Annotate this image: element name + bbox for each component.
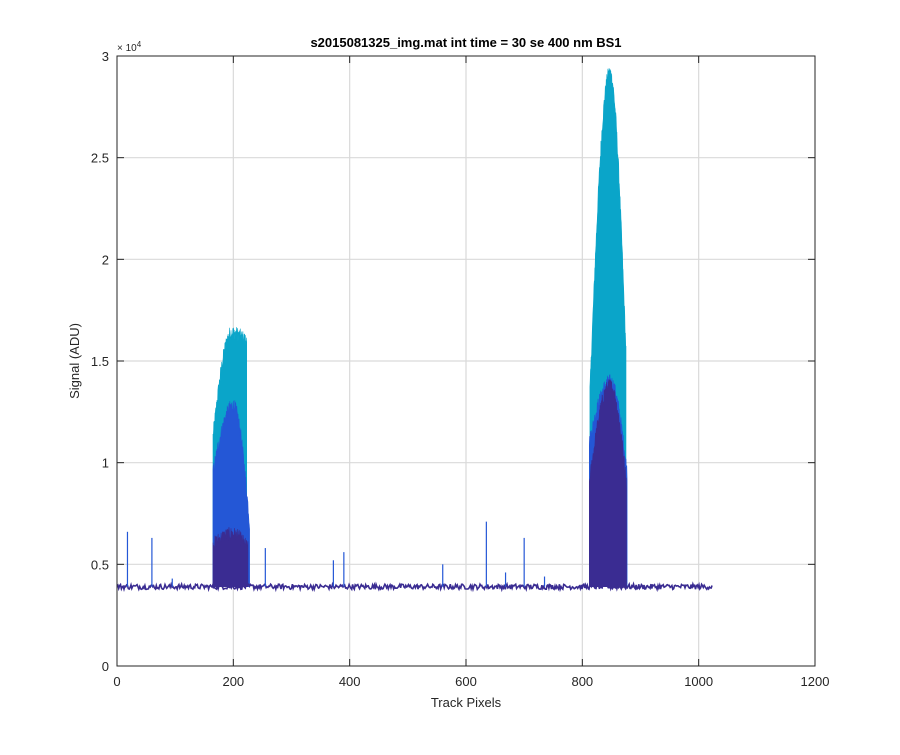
x-tick-label: 1200 (801, 674, 830, 689)
x-tick-label: 400 (339, 674, 361, 689)
x-tick-label: 600 (455, 674, 477, 689)
y-tick-label: 0 (102, 659, 109, 674)
x-axis-label: Track Pixels (431, 695, 502, 710)
x-tick-label: 800 (571, 674, 593, 689)
y-exponent-base: × 10 (117, 43, 137, 54)
signal-band-dark-1 (212, 527, 249, 587)
signal-band-dark-2 (588, 379, 627, 587)
baseline-trace (116, 581, 713, 593)
tick-labels: 0 200 400 600 800 1000 1200 0 0.5 1 1.5 2 2.5 3 (91, 49, 830, 689)
y-exponent: × 104 (117, 40, 142, 54)
y-tick-label: 3 (102, 49, 109, 64)
x-tick-label: 200 (222, 674, 244, 689)
plot-data (116, 68, 713, 593)
x-tick-label: 0 (113, 674, 120, 689)
y-exponent-power: 4 (137, 40, 142, 49)
y-axis-label: Signal (ADU) (67, 323, 82, 399)
y-tick-label: 1.5 (91, 354, 109, 369)
x-tick-label: 1000 (684, 674, 713, 689)
y-tick-label: 2.5 (91, 151, 109, 166)
y-tick-label: 2 (102, 252, 109, 267)
axes (116, 55, 816, 667)
chart-title: s2015081325_img.mat int time = 30 se 400… (310, 35, 621, 50)
y-tick-label: 1 (102, 456, 109, 471)
y-tick-label: 0.5 (91, 557, 109, 572)
